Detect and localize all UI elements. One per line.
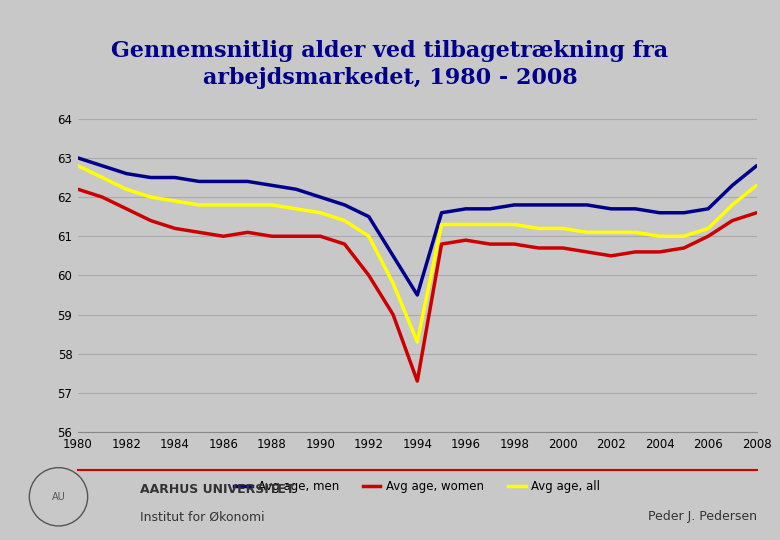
Text: Peder J. Pedersen: Peder J. Pedersen [647, 510, 757, 523]
Text: Institut for Økonomi: Institut for Økonomi [140, 510, 265, 523]
Text: AU: AU [51, 492, 66, 502]
Text: Gennemsnitlig alder ved tilbagetrækning fra
arbejdsmarkedet, 1980 - 2008: Gennemsnitlig alder ved tilbagetrækning … [112, 40, 668, 89]
Legend: Avg age, men, Avg age, women, Avg age, all: Avg age, men, Avg age, women, Avg age, a… [229, 476, 605, 498]
Text: AARHUS UNIVERSITET: AARHUS UNIVERSITET [140, 483, 295, 496]
